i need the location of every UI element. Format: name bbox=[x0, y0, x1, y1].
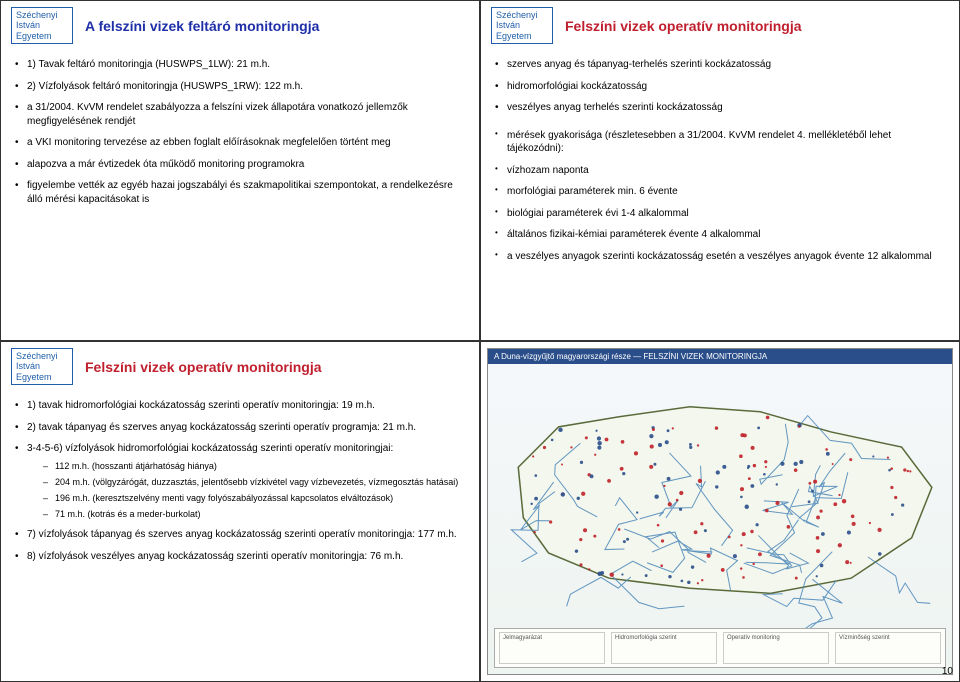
list-item: morfológiai paraméterek min. 6 évente bbox=[495, 185, 949, 199]
list-item: a VKI monitoring tervezése az ebben fogl… bbox=[15, 136, 469, 150]
slide2-list-a: szerves anyag és tápanyag-terhelés szeri… bbox=[491, 58, 949, 115]
slide-1: Széchenyi István Egyetem A felszíni vize… bbox=[0, 0, 480, 341]
legend-box: Operatív monitoring bbox=[723, 632, 829, 664]
list-item: 3-4-5-6) vízfolyások hidromorfológiai ko… bbox=[15, 442, 469, 520]
slide-4-map: A Duna-vízgyűjtő magyarországi része — F… bbox=[480, 341, 960, 682]
slide-3: Széchenyi István Egyetem Felszíni vizek … bbox=[0, 341, 480, 682]
list-item: vízhozam naponta bbox=[495, 164, 949, 178]
affiliation-box: Széchenyi István Egyetem bbox=[491, 7, 553, 44]
slide-title: Felszíni vizek operatív monitoringja bbox=[565, 18, 802, 34]
list-item: 2) tavak tápanyag és szerves anyag kocká… bbox=[15, 421, 469, 435]
sub-list: 112 m.h. (hosszanti átjárhatóság hiánya)… bbox=[27, 460, 469, 521]
list-item: biológiai paraméterek évi 1-4 alkalommal bbox=[495, 207, 949, 221]
list-item: alapozva a már évtizedek óta működő moni… bbox=[15, 158, 469, 172]
sub-list-item: 71 m.h. (kotrás és a meder-burkolat) bbox=[43, 508, 469, 520]
slide-2: Széchenyi István Egyetem Felszíni vizek … bbox=[480, 0, 960, 341]
slide-title: A felszíni vizek feltáró monitoringja bbox=[85, 18, 319, 34]
affiliation-box: Széchenyi István Egyetem bbox=[11, 348, 73, 385]
list-item: figyelembe vették az egyéb hazai jogszab… bbox=[15, 179, 469, 206]
slide-title: Felszíni vizek operatív monitoringja bbox=[85, 359, 322, 375]
page-number: 10 bbox=[942, 666, 953, 677]
map-title: A Duna-vízgyűjtő magyarországi része — F… bbox=[488, 349, 952, 364]
slide3-list: 1) tavak hidromorfológiai kockázatosság … bbox=[11, 399, 469, 563]
sub-list-item: 204 m.h. (völgyzárógát, duzzasztás, jele… bbox=[43, 476, 469, 488]
legend-box: Jelmagyarázat bbox=[499, 632, 605, 664]
list-item: szerves anyag és tápanyag-terhelés szeri… bbox=[495, 58, 949, 72]
legend-box: Vízminőség szerint bbox=[835, 632, 941, 664]
slide-header: Széchenyi István Egyetem Felszíni vizek … bbox=[491, 7, 949, 44]
sub-list-item: 112 m.h. (hosszanti átjárhatóság hiánya) bbox=[43, 460, 469, 472]
list-item: mérések gyakorisága (részletesebben a 31… bbox=[495, 129, 949, 156]
map-legend: JelmagyarázatHidromorfológia szerintOper… bbox=[494, 628, 946, 668]
slide-header: Széchenyi István Egyetem Felszíni vizek … bbox=[11, 348, 469, 385]
list-item: a veszélyes anyagok szerinti kockázatoss… bbox=[495, 250, 949, 264]
map-container: A Duna-vízgyűjtő magyarországi része — F… bbox=[487, 348, 953, 675]
legend-box: Hidromorfológia szerint bbox=[611, 632, 717, 664]
slide-header: Széchenyi István Egyetem A felszíni vize… bbox=[11, 7, 469, 44]
affiliation-box: Széchenyi István Egyetem bbox=[11, 7, 73, 44]
map-svg bbox=[488, 367, 952, 628]
sub-list-item: 196 m.h. (keresztszelvény menti vagy fol… bbox=[43, 492, 469, 504]
list-item: 8) vízfolyások veszélyes anyag kockázato… bbox=[15, 550, 469, 564]
list-item: általános fizikai-kémiai paraméterek éve… bbox=[495, 228, 949, 242]
list-item: 2) Vízfolyások feltáró monitoringja (HUS… bbox=[15, 80, 469, 94]
list-item: hidromorfológiai kockázatosság bbox=[495, 80, 949, 94]
slide1-list: 1) Tavak feltáró monitoringja (HUSWPS_1L… bbox=[11, 58, 469, 206]
list-item: veszélyes anyag terhelés szerinti kockáz… bbox=[495, 101, 949, 115]
list-item: 1) Tavak feltáró monitoringja (HUSWPS_1L… bbox=[15, 58, 469, 72]
list-item: 1) tavak hidromorfológiai kockázatosság … bbox=[15, 399, 469, 413]
list-item: a 31/2004. KvVM rendelet szabályozza a f… bbox=[15, 101, 469, 128]
slide2-list-b: mérések gyakorisága (részletesebben a 31… bbox=[491, 129, 949, 264]
list-item: 7) vízfolyások tápanyag és szerves anyag… bbox=[15, 528, 469, 542]
